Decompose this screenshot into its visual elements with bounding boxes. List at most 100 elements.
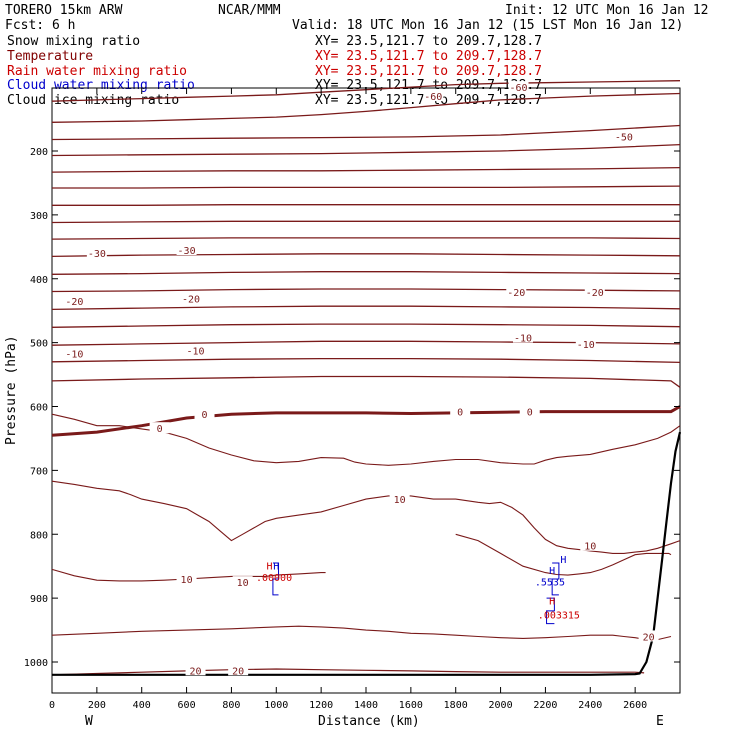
y-tick-label: 600	[30, 403, 48, 414]
x-tick-label: 2400	[578, 700, 602, 711]
plot-frame	[51, 87, 681, 694]
x-tick-label: 1000	[264, 700, 288, 711]
y-tick-label: 200	[30, 147, 48, 158]
label-backdrop	[176, 572, 197, 584]
legend-xy-temperature: XY= 23.5,121.7 to 209.7,128.7	[315, 49, 542, 64]
x-tick-label: 800	[222, 700, 240, 711]
y-tick-label: 400	[30, 275, 48, 286]
isotherm-line	[52, 185, 681, 189]
contour-layer	[51, 80, 682, 676]
x-tick-label: 400	[133, 700, 151, 711]
isotherm-line	[51, 357, 681, 364]
temperature-contour-label: -10	[577, 340, 595, 351]
label-backdrop	[423, 90, 444, 102]
label-backdrop	[64, 295, 85, 307]
label-backdrop	[575, 337, 596, 349]
label-backdrop	[389, 493, 410, 505]
x-tick-label: 0	[49, 700, 55, 711]
isotherm-10-line	[51, 480, 681, 554]
isotherm-line	[51, 166, 681, 173]
label-backdrop	[584, 286, 605, 298]
x-tick-label: 1400	[354, 700, 378, 711]
isotherm-20-inner-line	[51, 625, 672, 641]
isotherm-10-inner-line	[455, 533, 672, 576]
x-end-label-west: W	[85, 714, 93, 729]
y-tick-label: 900	[30, 594, 48, 605]
temperature-contour-label: 20	[190, 666, 202, 677]
x-tick-label: 1800	[444, 700, 468, 711]
temperature-contour-label: 10	[237, 578, 249, 589]
contour-labels: -60 -60 -50 -30 -30 -20 -20 -20 -20 -10 -10 -10 -10 0…	[64, 81, 659, 677]
y-tick-label: 1000	[24, 658, 48, 669]
cloud-max-marker: .003315	[538, 611, 580, 622]
temperature-contour-label: -60	[509, 83, 527, 94]
isotherm-line	[51, 143, 681, 157]
x-tick-label: 200	[88, 700, 106, 711]
temperature-contour-label: 0	[457, 408, 463, 419]
terrain-line	[52, 431, 682, 676]
x-tick-label: 1600	[399, 700, 423, 711]
label-backdrop	[506, 286, 527, 298]
temperature-contour-label: 0	[157, 424, 163, 435]
cloud-max-marker: H	[549, 566, 555, 577]
y-tick-label: 300	[30, 211, 48, 222]
temperature-contour-label: 10	[584, 542, 596, 553]
header-init: Init: 12 UTC Mon 16 Jan 12	[505, 3, 709, 18]
temperature-contour-label: -20	[586, 288, 604, 299]
label-backdrop	[194, 408, 215, 420]
isotherm-line	[51, 375, 681, 388]
label-backdrop	[86, 247, 107, 259]
label-backdrop	[519, 405, 540, 417]
isotherm-line	[51, 323, 681, 328]
x-end-label-east: E	[656, 714, 664, 729]
cloud-water-contour	[551, 562, 560, 596]
cloud-water-contour	[272, 562, 280, 596]
legend-label-rain: Rain water mixing ratio	[7, 64, 187, 79]
label-backdrop	[638, 630, 659, 642]
y-axis-label: Pressure (hPa)	[4, 335, 19, 445]
isotherm-line	[51, 340, 681, 346]
label-backdrop	[149, 422, 170, 434]
temperature-contour-label: -30	[88, 249, 106, 260]
isotherm-line	[51, 253, 681, 258]
isotherm-line	[51, 237, 681, 240]
isotherm-line	[51, 305, 681, 311]
x-tick-label: 600	[178, 700, 196, 711]
x-tick-label: 2000	[489, 700, 513, 711]
x-tick-label: 1200	[309, 700, 333, 711]
temperature-contour-label: 0	[201, 410, 207, 421]
cloud-max-marker: .5535	[535, 577, 565, 588]
isotherm-line	[51, 271, 681, 275]
y-tick-label: 500	[30, 339, 48, 350]
label-backdrop	[64, 347, 85, 359]
cloud-max-marker: H	[560, 555, 566, 566]
legend-label-cloud-water: Cloud water mixing ratio	[7, 78, 195, 93]
temperature-contour-label: -60	[424, 92, 442, 103]
isotherm-10-line	[51, 413, 681, 466]
temperature-contour-label: 20	[232, 666, 244, 677]
temperature-contour-label: -10	[187, 346, 205, 357]
temperature-contour-label: -30	[178, 246, 196, 257]
label-backdrop	[508, 81, 529, 93]
cloud-max-marker: H	[273, 561, 279, 572]
isotherm-10-inner-line	[51, 568, 326, 582]
isotherm-line	[51, 124, 681, 141]
legend-xy-snow: XY= 23.5,121.7 to 209.7,128.7	[315, 34, 542, 49]
temperature-contour-label: -20	[507, 288, 525, 299]
label-backdrop	[613, 130, 634, 142]
header-fcst: Fcst: 6 h	[5, 18, 75, 33]
cloud-max-marker: H	[549, 597, 555, 608]
label-backdrop	[450, 405, 471, 417]
label-backdrop	[185, 344, 206, 356]
label-backdrop	[513, 331, 533, 343]
header-valid: Valid: 18 UTC Mon 16 Jan 12 (15 LST Mon …	[292, 18, 683, 33]
header-center: NCAR/MMM	[218, 3, 281, 18]
label-backdrop	[176, 244, 197, 256]
x-axis-ticks: 0 200 400 600 800 1000 1200 1400 1600 1800 2000 220…	[49, 88, 647, 711]
temperature-contour-label: -10	[65, 349, 83, 360]
label-backdrop	[185, 664, 206, 676]
label-backdrop	[228, 664, 249, 676]
label-backdrop	[181, 292, 202, 304]
y-tick-label: 700	[30, 466, 48, 477]
